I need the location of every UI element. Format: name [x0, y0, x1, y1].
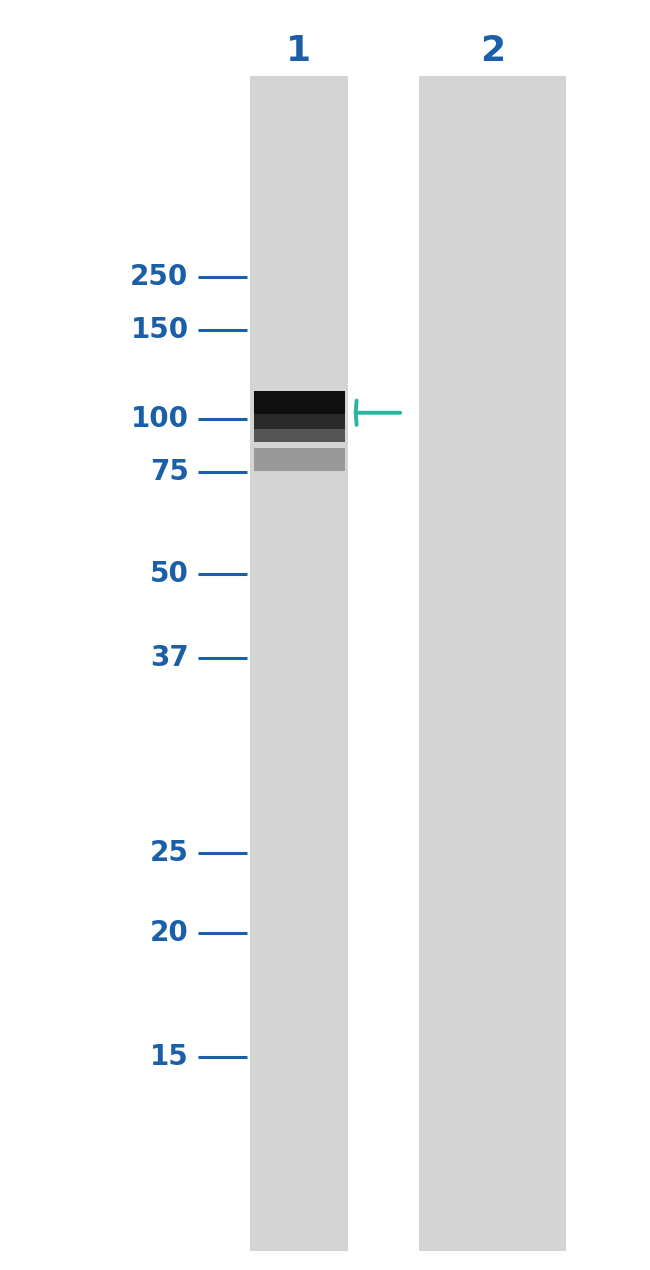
Text: 1: 1	[287, 34, 311, 67]
Text: 2: 2	[480, 34, 505, 67]
Text: 100: 100	[131, 405, 188, 433]
Bar	[254, 448, 344, 471]
Text: 150: 150	[131, 316, 188, 344]
Text: 25: 25	[150, 839, 188, 867]
Text: 50: 50	[150, 560, 188, 588]
Text: 75: 75	[150, 458, 188, 486]
Bar	[419, 76, 566, 1251]
Bar	[254, 391, 344, 414]
Text: 250: 250	[130, 263, 188, 291]
Text: 37: 37	[150, 644, 188, 672]
Bar	[254, 414, 344, 429]
Bar	[250, 76, 348, 1251]
Text: 20: 20	[150, 919, 188, 947]
Text: 15: 15	[150, 1043, 188, 1071]
Bar	[254, 429, 344, 442]
